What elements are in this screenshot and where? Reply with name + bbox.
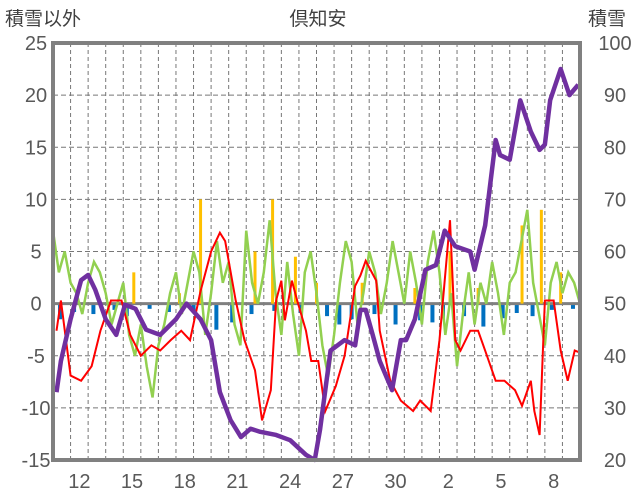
green-series-line — [51, 209, 582, 398]
blue-bar — [112, 303, 117, 310]
right-tick-label: 90 — [604, 85, 626, 107]
precip-bar — [132, 272, 136, 304]
precip-bar — [520, 225, 524, 304]
blue-bar — [514, 303, 519, 314]
precip-bar — [539, 209, 543, 304]
right-tick-label: 30 — [604, 398, 626, 420]
blue-bar — [481, 303, 486, 327]
blue-bar — [166, 303, 171, 312]
x-tick-label: 12 — [68, 471, 90, 493]
blue-bar — [430, 303, 435, 323]
left-axis-title: 積雪以外 — [5, 8, 81, 30]
blue-bar — [214, 303, 219, 330]
right-tick-label: 50 — [604, 294, 626, 316]
right-tick-label: 100 — [598, 33, 631, 55]
blue-bar — [549, 303, 554, 310]
blue-bar — [147, 303, 152, 309]
x-tick-label: 15 — [121, 471, 143, 493]
plot-frame — [51, 41, 582, 462]
x-tick-label: 21 — [226, 471, 248, 493]
left-tick-label: 20 — [25, 85, 47, 107]
blue-bar — [272, 303, 277, 311]
blue-bar — [325, 303, 330, 317]
blue-bar — [337, 303, 342, 325]
x-tick-label: 24 — [279, 471, 301, 493]
precip-bar — [293, 256, 297, 304]
precip-bar — [199, 199, 203, 304]
blue-bar — [91, 303, 96, 315]
x-tick-label: 18 — [174, 471, 196, 493]
left-tick-label: 0 — [30, 294, 41, 316]
temperature-line — [55, 220, 581, 436]
right-axis-title: 積雪 — [588, 8, 626, 30]
precip-bar — [413, 287, 417, 304]
left-tick-label: 15 — [25, 137, 47, 159]
left-tick-label: 25 — [25, 33, 47, 55]
blue-bar — [372, 303, 377, 315]
blue-bar — [249, 303, 254, 315]
x-tick-label: 27 — [332, 471, 354, 493]
left-tick-label: 5 — [30, 242, 41, 264]
right-tick-label: 40 — [604, 346, 626, 368]
blue-bar — [393, 303, 398, 325]
snow-depth-line — [54, 66, 580, 463]
precip-bar — [448, 251, 452, 304]
left-tick-label: 10 — [25, 189, 47, 211]
x-tick-label: 2 — [443, 471, 454, 493]
grid — [53, 43, 580, 460]
blue-bar — [500, 303, 505, 319]
blue-bar — [570, 303, 575, 309]
left-tick-label: -15 — [22, 450, 51, 472]
x-tick-label: 5 — [495, 471, 506, 493]
blue-bar — [530, 303, 535, 317]
right-tick-label: 60 — [604, 242, 626, 264]
series-lines — [51, 66, 582, 463]
right-tick-label: 80 — [604, 137, 626, 159]
blue-bar — [230, 303, 235, 323]
chart-title: 倶知安 — [289, 8, 346, 30]
right-tick-label: 70 — [604, 189, 626, 211]
x-tick-label: 8 — [548, 471, 559, 493]
left-tick-label: -10 — [22, 398, 51, 420]
precip-bar — [253, 251, 257, 304]
right-tick-label: 20 — [604, 450, 626, 472]
blue-bar — [191, 303, 196, 310]
left-tick-label: -5 — [27, 346, 45, 368]
x-tick-label: 30 — [384, 471, 406, 493]
blue-bar — [298, 303, 303, 314]
